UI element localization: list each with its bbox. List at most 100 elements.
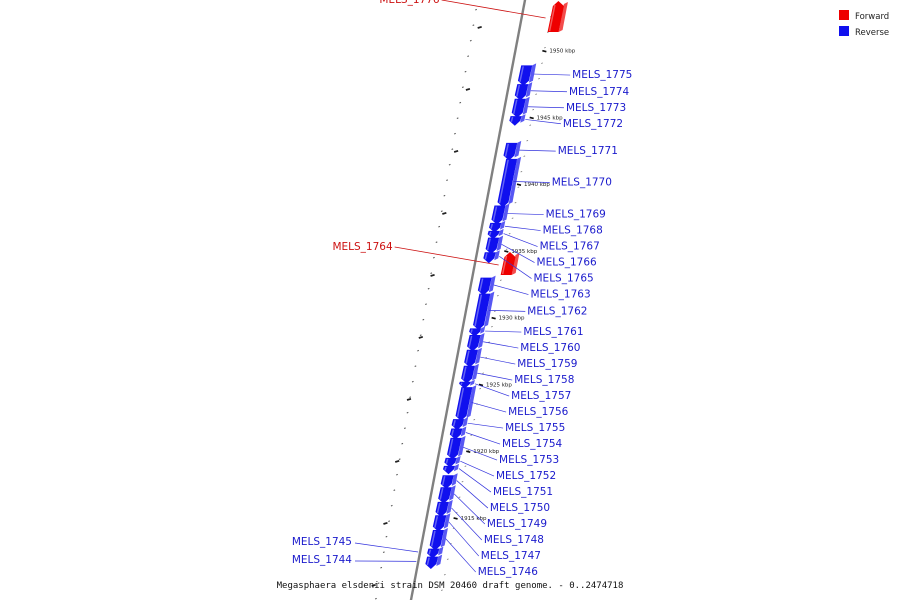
gene-mels-1749[interactable] [438, 485, 456, 504]
gene-label[interactable]: MELS_1754 [502, 438, 562, 450]
gene-mels-1751[interactable] [442, 463, 459, 475]
gene-label[interactable]: MELS_1771 [558, 145, 618, 157]
gene-label[interactable]: MELS_1776 [379, 0, 439, 6]
gene-mels-1757[interactable] [459, 379, 475, 389]
gene-leader-line [448, 521, 480, 557]
arc-dot [529, 124, 532, 126]
gene-mels-1774[interactable] [514, 82, 533, 101]
gene-label[interactable]: MELS_1759 [517, 358, 577, 370]
gene-mels-1758[interactable] [461, 363, 479, 384]
gene-leader-line [533, 73, 571, 76]
arc-dot [443, 574, 446, 576]
legend: Forward Reverse [839, 10, 889, 38]
gene-label[interactable]: MELS_1764 [332, 241, 392, 253]
gene-label[interactable]: MELS_1762 [527, 305, 587, 317]
gene-highlight [436, 502, 441, 514]
gene-side [502, 203, 510, 222]
gene-label[interactable]: MELS_1752 [496, 470, 556, 482]
gene-side [525, 82, 533, 98]
gene-label[interactable]: MELS_1758 [514, 374, 574, 386]
gene-mels-1767[interactable] [487, 228, 504, 240]
gene-label[interactable]: MELS_1755 [505, 422, 565, 434]
gene-mels-1766[interactable] [485, 235, 504, 254]
gene-label[interactable]: MELS_1767 [540, 241, 600, 253]
gene-mels-1753[interactable] [447, 435, 466, 460]
gene-mels-1763[interactable] [477, 275, 496, 296]
gene-mels-1769[interactable] [491, 203, 510, 225]
gene-label[interactable]: MELS_1757 [511, 390, 571, 402]
gene-side [514, 140, 522, 158]
gene-body [485, 237, 500, 254]
gene-mels-1750[interactable] [440, 473, 458, 489]
gene-label[interactable]: MELS_1760 [520, 342, 580, 354]
gene-side [449, 485, 456, 501]
gene-label[interactable]: MELS_1765 [534, 273, 594, 285]
gene-mels-1771[interactable] [503, 140, 522, 161]
arc-dot [532, 109, 535, 111]
gene-mels-1770[interactable] [497, 156, 522, 208]
gene-label[interactable]: MELS_1747 [481, 550, 541, 562]
gene-label[interactable]: MELS_1749 [487, 518, 547, 530]
gene-mels-1773[interactable] [511, 96, 530, 118]
gene-label[interactable]: MELS_1750 [490, 502, 550, 514]
gene-label[interactable]: MELS_1772 [563, 118, 623, 130]
arc-dot [430, 272, 433, 274]
gene-mels-1764[interactable] [500, 251, 520, 275]
gene-label[interactable]: MELS_1753 [499, 454, 559, 466]
gene-label[interactable]: MELS_1746 [478, 566, 538, 578]
gene-label[interactable]: MELS_1763 [530, 289, 590, 301]
gene-leader-line [489, 310, 526, 312]
gene-label[interactable]: MELS_1768 [543, 225, 603, 237]
gene-highlight [451, 429, 455, 436]
gene-mels-1759[interactable] [464, 347, 482, 368]
gene-mels-1746[interactable] [429, 527, 448, 551]
gene-mels-1772[interactable] [509, 114, 526, 126]
gene-body [464, 349, 478, 368]
gene-mels-1755[interactable] [451, 417, 469, 431]
gene-label[interactable]: MELS_1770 [552, 177, 612, 189]
gene-label[interactable]: MELS_1748 [484, 534, 544, 546]
arc-dot [432, 256, 435, 259]
tick-label: 1950 kbp [549, 49, 575, 55]
gene-mels-1776[interactable] [547, 0, 568, 33]
gene-mels-1761[interactable] [469, 326, 486, 337]
gene-label[interactable]: MELS_1774 [569, 86, 629, 98]
gene-label[interactable]: MELS_1761 [523, 326, 583, 338]
gene-highlight [519, 66, 524, 82]
gene-side [500, 220, 506, 230]
gene-label[interactable]: MELS_1744 [292, 554, 352, 566]
gene-mels-1745[interactable] [427, 546, 444, 559]
genome-backbone [409, 0, 527, 600]
gene-mels-1768[interactable] [489, 220, 506, 233]
arc-dash [394, 459, 400, 463]
arc-dot [448, 163, 451, 166]
gene-mels-1744[interactable] [425, 554, 443, 570]
tick-mark [504, 250, 509, 253]
gene-label[interactable]: MELS_1773 [566, 102, 626, 114]
gene-label[interactable]: MELS_1766 [537, 257, 597, 269]
gene-mels-1752[interactable] [444, 455, 461, 468]
gene-body [489, 222, 502, 233]
gene-label[interactable]: MELS_1775 [572, 69, 632, 81]
arc-dot [470, 434, 473, 436]
arc-dot [479, 388, 482, 390]
gene-mels-1748[interactable] [435, 499, 453, 517]
gene-mels-1760[interactable] [467, 333, 485, 352]
gene-leader-line [456, 480, 489, 509]
gene-mels-1765[interactable] [483, 250, 500, 264]
gene-label[interactable]: MELS_1769 [546, 209, 606, 221]
arc-dot [499, 279, 502, 281]
gene-mels-1747[interactable] [432, 513, 451, 532]
arc-dot [438, 225, 441, 228]
gene-mels-1756[interactable] [455, 385, 477, 421]
gene-label[interactable]: MELS_1751 [493, 486, 553, 498]
gene-highlight [548, 4, 556, 32]
gene-label[interactable]: MELS_1745 [292, 536, 352, 548]
gene-body [500, 251, 516, 275]
gene-mels-1754[interactable] [449, 426, 467, 440]
arc-dot [393, 489, 396, 491]
gene-label[interactable]: MELS_1756 [508, 406, 568, 418]
gene-mels-1762[interactable] [473, 291, 495, 331]
gene-mels-1775[interactable] [517, 63, 537, 86]
gene-highlight [486, 238, 491, 251]
